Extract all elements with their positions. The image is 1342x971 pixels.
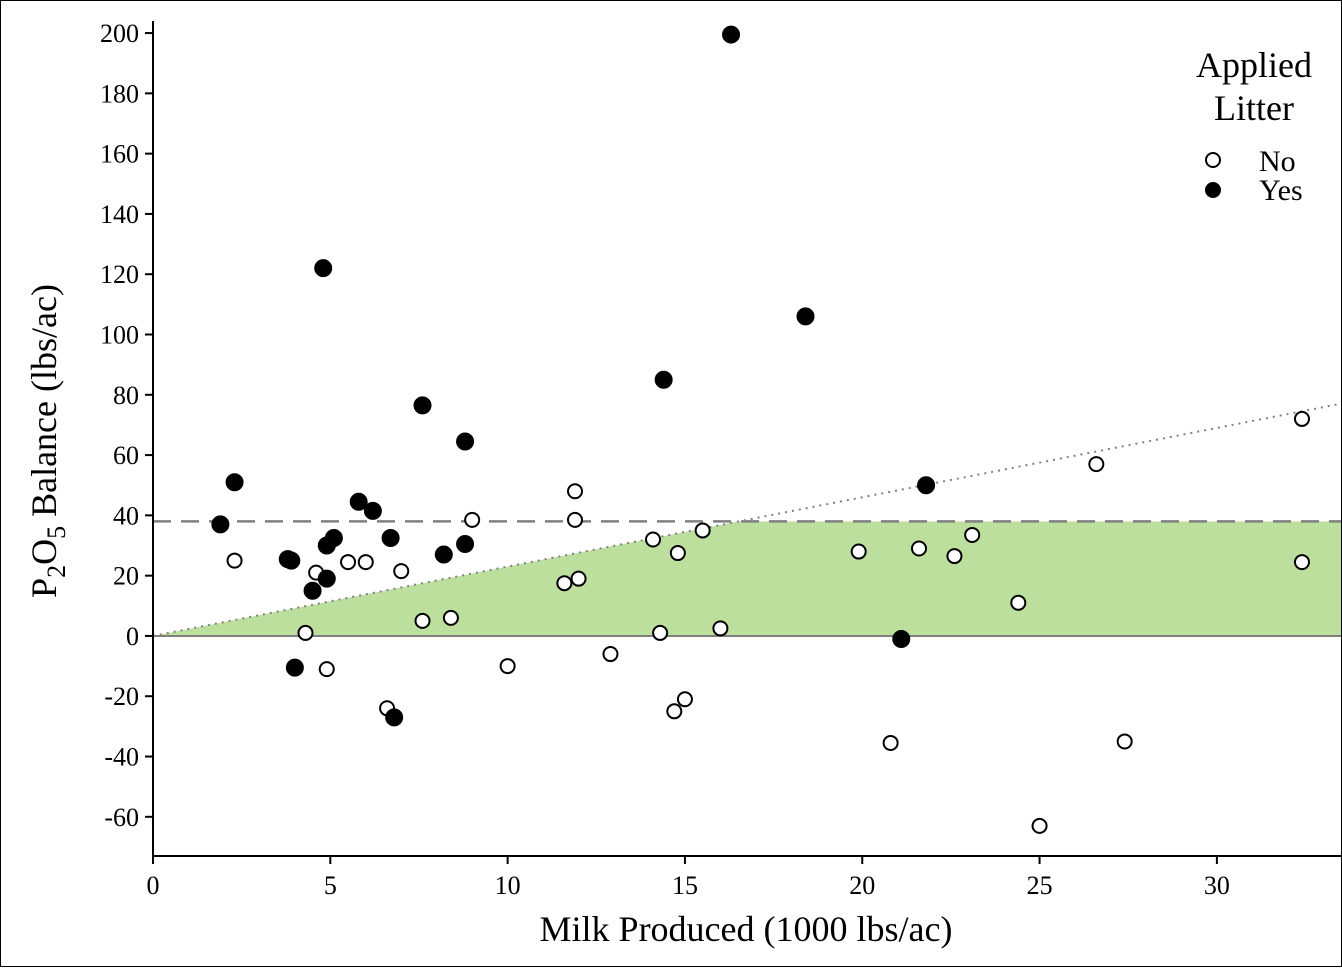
point-yes <box>385 708 404 727</box>
point-yes <box>303 581 322 600</box>
y-tick-label: -40 <box>104 743 139 772</box>
point-yes <box>211 515 230 534</box>
point-no <box>910 540 927 557</box>
y-tick-label: 100 <box>100 321 139 350</box>
point-no <box>669 545 686 562</box>
y-tick-label: 80 <box>113 381 139 410</box>
legend-title-line1: Applied <box>1196 45 1312 85</box>
point-no <box>694 522 711 539</box>
point-no <box>556 575 573 592</box>
legend: Applied Litter No Yes <box>1196 45 1312 207</box>
legend-title-line2: Litter <box>1214 88 1294 128</box>
point-no <box>645 531 662 548</box>
point-yes <box>434 545 453 564</box>
point-no <box>442 609 459 626</box>
point-yes <box>317 569 336 588</box>
x-tick-label: 20 <box>849 871 875 900</box>
y-tick-label: 200 <box>100 19 139 48</box>
y-tick-label: -60 <box>104 803 139 832</box>
point-yes <box>456 535 475 554</box>
x-tick-label: 0 <box>147 871 160 900</box>
point-no <box>226 552 243 569</box>
point-no <box>1031 817 1048 834</box>
point-no <box>570 570 587 587</box>
point-no <box>499 658 516 675</box>
axes: 0 5 10 15 20 25 30200180160140120100806040200-… <box>100 19 1341 900</box>
point-yes <box>324 528 343 547</box>
point-no <box>1010 594 1027 611</box>
point-no <box>712 620 729 637</box>
point-no <box>340 554 357 571</box>
point-no <box>652 624 669 641</box>
point-yes <box>796 307 815 326</box>
y-tick-label: -20 <box>104 682 139 711</box>
point-yes <box>654 370 673 389</box>
point-no <box>567 483 584 500</box>
point-no <box>666 703 683 720</box>
y-tick-label: 120 <box>100 260 139 289</box>
point-no <box>602 646 619 663</box>
x-tick-label: 10 <box>495 871 521 900</box>
point-no <box>1088 456 1105 473</box>
point-no <box>676 691 693 708</box>
point-yes <box>381 528 400 547</box>
point-yes <box>282 551 301 570</box>
x-tick-label: 25 <box>1027 871 1053 900</box>
y-tick-label: 20 <box>113 562 139 591</box>
y-tick-label: 140 <box>100 200 139 229</box>
point-yes <box>349 492 368 511</box>
legend-label-no: No <box>1259 145 1296 178</box>
y-tick-label: 160 <box>100 140 139 169</box>
point-yes <box>722 25 741 44</box>
point-no <box>414 612 431 629</box>
point-yes <box>892 629 911 648</box>
legend-label-yes: Yes <box>1259 174 1303 207</box>
point-no <box>357 554 374 571</box>
point-no <box>1293 554 1310 571</box>
x-axis-label: Milk Produced (1000 lbs/ac) <box>540 909 953 949</box>
plot-area <box>153 402 1341 637</box>
point-yes <box>363 501 382 520</box>
point-no <box>850 543 867 560</box>
data-points <box>211 25 1310 834</box>
x-tick-label: 30 <box>1204 871 1230 900</box>
x-tick-label: 5 <box>324 871 337 900</box>
point-no <box>882 734 899 751</box>
x-tick-label: 15 <box>672 871 698 900</box>
point-yes <box>413 396 432 415</box>
y-tick-label: 180 <box>100 79 139 108</box>
point-no <box>297 624 314 641</box>
y-tick-label: 0 <box>126 622 139 651</box>
point-no <box>1293 410 1310 427</box>
shaded-region <box>153 521 1341 636</box>
legend-marker-yes <box>1205 182 1221 198</box>
point-yes <box>225 473 244 492</box>
point-yes <box>917 476 936 495</box>
point-no <box>318 661 335 678</box>
legend-marker-no <box>1205 152 1221 168</box>
point-no <box>567 511 584 528</box>
point-yes <box>456 432 475 451</box>
point-yes <box>285 658 304 677</box>
point-no <box>964 526 981 543</box>
point-no <box>946 548 963 565</box>
y-tick-label: 40 <box>113 501 139 530</box>
point-no <box>393 563 410 580</box>
y-tick-label: 60 <box>113 441 139 470</box>
y-axis-label: P2O5 Balance (lbs/ac) <box>24 284 71 598</box>
point-yes <box>314 259 333 278</box>
point-no <box>464 511 481 528</box>
dotted-reference-line <box>153 402 1341 637</box>
point-no <box>1116 733 1133 750</box>
